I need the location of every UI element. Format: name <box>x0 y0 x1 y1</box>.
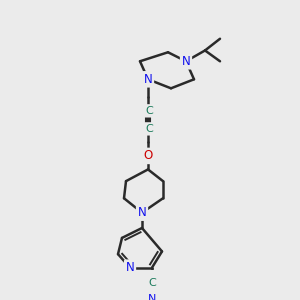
Text: O: O <box>143 149 153 162</box>
Text: N: N <box>138 206 146 219</box>
Text: C: C <box>148 278 156 288</box>
Text: N: N <box>182 55 190 68</box>
Text: C: C <box>145 124 153 134</box>
Text: N: N <box>144 73 152 86</box>
Text: N: N <box>148 294 156 300</box>
Text: C: C <box>145 106 153 116</box>
Text: N: N <box>126 261 134 274</box>
